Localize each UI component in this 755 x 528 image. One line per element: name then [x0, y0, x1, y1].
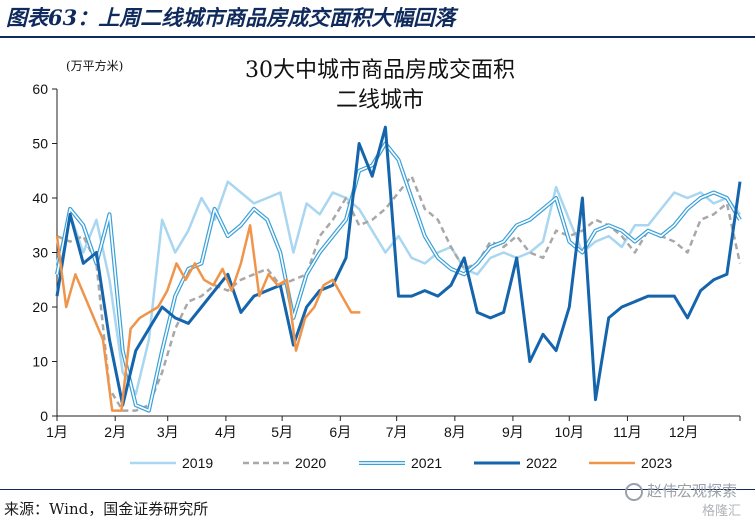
series-layer	[55, 125, 742, 413]
x-tick-label: 3月	[157, 424, 179, 440]
legend-item-2019: 2019	[130, 455, 213, 471]
source-rule	[0, 489, 755, 490]
series-2019	[55, 180, 741, 396]
title-rule	[0, 36, 755, 38]
source-note: 来源：Wind，国金证券研究所	[4, 500, 209, 518]
watermark-text: 赵伟宏观探索	[646, 482, 737, 500]
y-tick-label: 20	[32, 299, 48, 315]
y-tick-label: 60	[32, 81, 48, 97]
x-tick-label: 5月	[271, 424, 293, 440]
legend-label: 2023	[641, 455, 672, 471]
wechat-icon	[624, 482, 643, 501]
x-tick-label: 7月	[386, 424, 408, 440]
series-2022	[55, 125, 742, 407]
x-tick-label: 8月	[444, 424, 466, 440]
x-tick-label: 2月	[104, 424, 126, 440]
legend-label: 2020	[295, 455, 326, 471]
y-tick-label: 30	[32, 245, 48, 261]
legend-label: 2019	[182, 455, 213, 471]
y-unit-label: (万平方米)	[66, 58, 123, 73]
chart-title: 30大中城市商品房成交面积	[245, 58, 515, 83]
x-tick-label: 10月	[554, 424, 584, 440]
legend-label: 2021	[411, 455, 442, 471]
series-line	[55, 224, 361, 412]
legend-item-2023: 2023	[589, 455, 672, 471]
watermark: 赵伟宏观探索	[624, 480, 737, 501]
x-tick-label: 12月	[669, 424, 699, 440]
watermark-sub: 格隆汇	[701, 504, 741, 519]
line-chart: 0 10 20 30 40 50 60 1月 2月 3月 4月 5月 6月 7月 8月 9月 10月 11月 12月…	[32, 58, 742, 471]
legend-label: 2022	[526, 455, 557, 471]
chart-subtitle: 二线城市	[336, 88, 424, 113]
series-line	[56, 174, 742, 412]
series-2020	[56, 174, 742, 412]
axes: 0 10 20 30 40 50 60 1月 2月 3月 4月 5月 6月 7月 8月 9月 10月 11月 12月	[32, 81, 741, 440]
x-tick-label: 1月	[46, 424, 68, 440]
legend-item-2021: 2021	[359, 455, 442, 471]
legend: 2019 2020 2021 2022 2023	[130, 455, 672, 471]
legend-item-2020: 2020	[243, 455, 326, 471]
x-tick-label: 11月	[613, 424, 642, 440]
x-tick-label: 4月	[215, 424, 237, 440]
y-tick-label: 50	[32, 136, 48, 152]
legend-item-2022: 2022	[474, 455, 557, 471]
y-tick-label: 0	[40, 408, 48, 424]
series-line	[55, 125, 742, 407]
y-tick-label: 10	[32, 354, 48, 370]
series-line	[55, 180, 741, 396]
x-tick-label: 9月	[502, 424, 524, 440]
y-tick-label: 40	[32, 190, 48, 206]
series-2023	[55, 224, 361, 412]
figure-title: 图表63：上周二线城市商品房成交面积大幅回落	[6, 5, 456, 30]
x-tick-label: 6月	[329, 424, 351, 440]
